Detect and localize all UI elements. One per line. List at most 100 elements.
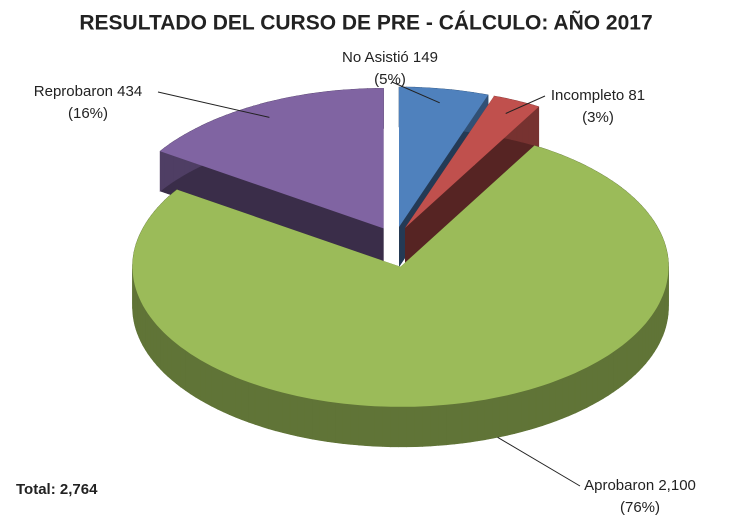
slice-side (147, 312, 151, 359)
slice-wall (405, 106, 539, 268)
slice-top (132, 145, 669, 407)
slice-side (289, 394, 298, 437)
leader-line (391, 81, 440, 104)
slice-side (190, 353, 196, 398)
total-annotation: Total: 2,764 (16, 481, 98, 498)
slice-side (533, 104, 540, 148)
slice-side (617, 344, 624, 390)
chart-title: RESULTADO DEL CURSO DE PRE - CÁLCULO: AÑ… (79, 12, 652, 35)
slice-side (241, 379, 249, 423)
slice-top (160, 88, 384, 229)
category-label: Reprobaron (34, 83, 113, 100)
percent-label: (16%) (68, 105, 108, 122)
slice-side (580, 367, 588, 411)
slice-side (631, 333, 636, 379)
slice-side (327, 401, 336, 443)
slice-side (461, 401, 471, 444)
slice-side (248, 381, 256, 425)
slice-side (642, 322, 647, 368)
slice-side (654, 306, 658, 353)
slice-side (160, 328, 165, 374)
slice-top (399, 87, 489, 227)
slice-side (406, 406, 415, 448)
slice-side (342, 403, 352, 445)
slice-side (254, 383, 263, 428)
slice-side (542, 382, 550, 426)
slice-side (635, 329, 640, 376)
slice-side (430, 405, 439, 447)
pie-slice (132, 145, 669, 448)
slice-side (261, 386, 269, 430)
slice-side (613, 347, 619, 393)
slice-side (492, 396, 501, 439)
slice-side (656, 303, 660, 348)
slice-side (150, 316, 154, 363)
slice-side (200, 359, 207, 404)
slice-side (304, 397, 313, 440)
slice-side (608, 351, 614, 396)
slice-side (549, 380, 557, 424)
value-label: 81 (628, 87, 645, 104)
slice-side (382, 406, 391, 448)
slice-side (167, 335, 173, 381)
leader-line (505, 95, 546, 114)
slice-side (297, 395, 306, 438)
slice-side (390, 406, 399, 448)
percent-label: (76%) (620, 499, 660, 516)
slice-side (568, 372, 576, 417)
slice-side (195, 356, 201, 401)
slice-side (142, 304, 146, 351)
leader-line (497, 436, 581, 487)
slice-side (282, 392, 291, 435)
slice-side (484, 397, 493, 441)
slice-side (319, 400, 328, 442)
pie-slice (159, 88, 384, 269)
slice-side (438, 404, 447, 446)
slice-side (211, 365, 218, 410)
category-label: No Asistió (342, 49, 409, 66)
category-label: Aprobaron (584, 477, 654, 494)
slice-side (163, 332, 169, 378)
slice-side (176, 342, 181, 388)
slice-side (592, 360, 599, 406)
slice-side (275, 390, 284, 433)
slice-side (645, 318, 650, 365)
slice-side (205, 362, 212, 407)
slice-side (171, 339, 177, 385)
slice-side (414, 406, 423, 448)
slice-side (422, 405, 431, 447)
slice-side (535, 385, 544, 429)
slice-side (603, 354, 609, 399)
slice-side (477, 399, 486, 442)
slice-side (555, 377, 563, 422)
data-label: Reprobaron 434 (34, 83, 142, 100)
value-label: 434 (117, 83, 142, 100)
slice-side (366, 405, 375, 447)
slice-side (521, 389, 530, 432)
slice-side (454, 402, 463, 445)
slice-side (651, 310, 655, 357)
slice-side (156, 324, 161, 370)
value-label: 149 (413, 49, 438, 66)
slice-side (222, 371, 230, 415)
slice-side (145, 308, 149, 355)
slice-side (507, 393, 516, 436)
value-label: 2,100 (658, 477, 696, 494)
slice-side (217, 368, 224, 413)
slice-side (626, 337, 632, 383)
slice-side (140, 301, 144, 346)
slice-side (153, 320, 158, 367)
slice-side (268, 388, 277, 432)
slice-side (312, 398, 321, 441)
leader-line (157, 91, 270, 118)
slice-side (350, 404, 360, 446)
data-label: Aprobaron 2,100 (584, 477, 696, 494)
slice-side (586, 363, 593, 409)
slice-side (638, 326, 643, 372)
slice-side (597, 357, 604, 403)
slice-side (562, 375, 570, 419)
slice-side (446, 403, 455, 446)
slice-wall (160, 151, 384, 269)
data-label: Incompleto 81 (551, 87, 645, 104)
